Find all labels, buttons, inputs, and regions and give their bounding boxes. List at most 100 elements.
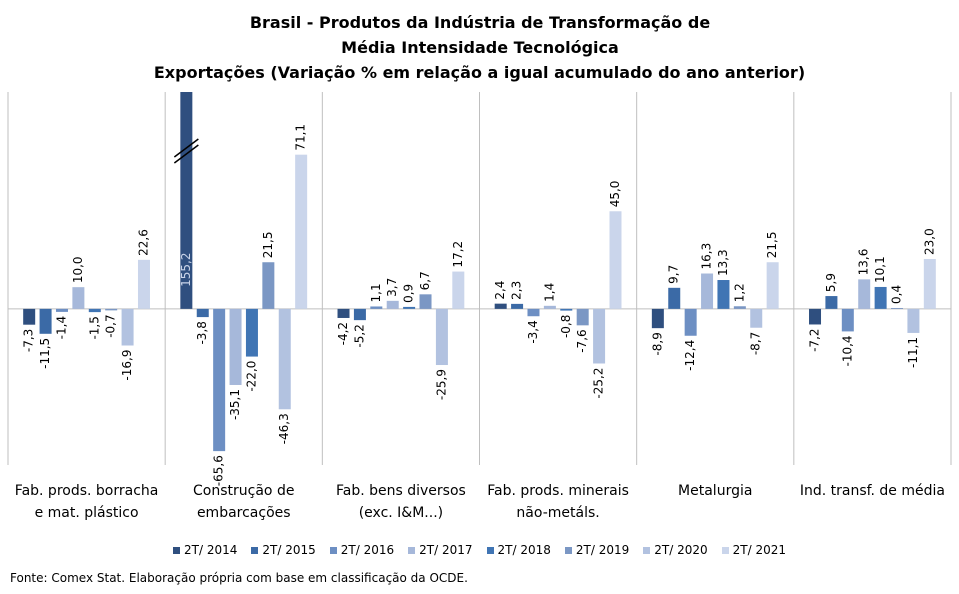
bar [923, 258, 936, 309]
data-label: 23,0 [922, 228, 936, 255]
legend-item: 2T/ 2021 [721, 543, 786, 557]
data-label: -22,0 [244, 361, 258, 392]
data-label: 71,1 [294, 124, 308, 151]
bar [593, 308, 606, 364]
data-label: -25,2 [592, 368, 606, 399]
data-label: -8,9 [650, 332, 664, 355]
data-label: 1,1 [369, 283, 383, 302]
bar [651, 308, 664, 329]
legend-swatch [251, 547, 259, 554]
data-label: 9,7 [667, 265, 681, 284]
bar [766, 262, 779, 309]
bar [511, 303, 524, 309]
bar [576, 308, 589, 326]
bar [403, 306, 416, 309]
legend-label: 2T/ 2018 [497, 543, 551, 557]
data-label: -1,5 [87, 316, 101, 339]
bar [452, 271, 465, 309]
bar [750, 308, 763, 328]
data-label: 1,2 [732, 283, 746, 302]
x-tick-label: Fab. bens diversos (exc. I&M...) [335, 483, 466, 521]
bar [825, 296, 838, 309]
legend-item: 2T/ 2015 [251, 543, 316, 557]
bar [196, 308, 209, 318]
legend-item: 2T/ 2020 [643, 543, 708, 557]
data-label: -25,9 [434, 369, 448, 400]
bar [353, 308, 366, 321]
data-label: -0,8 [559, 315, 573, 338]
bar [278, 308, 291, 410]
legend-swatch [408, 547, 416, 554]
bar [262, 262, 275, 309]
data-label: 2,3 [510, 281, 524, 300]
bar [733, 306, 746, 309]
axis-break [173, 144, 199, 164]
bar [907, 308, 920, 333]
data-label: 22,6 [136, 229, 150, 256]
x-tick-label: Construção de embarcações [193, 483, 295, 521]
data-label: -10,4 [840, 335, 854, 366]
legend-swatch [486, 547, 494, 554]
x-tick-label: Fab. prods. minerais não-metáls. [487, 483, 629, 521]
legend-label: 2T/ 2016 [340, 543, 395, 557]
data-label: 0,9 [402, 284, 416, 303]
data-label: -7,3 [22, 329, 36, 352]
bar [494, 303, 507, 309]
bar [419, 294, 432, 309]
data-label: -5,2 [352, 324, 366, 347]
bar [245, 308, 258, 357]
data-label: 3,7 [385, 278, 399, 297]
data-label: 13,6 [857, 249, 871, 276]
data-label: 45,0 [608, 181, 622, 208]
data-label: -65,6 [212, 455, 226, 486]
data-label: 6,7 [418, 271, 432, 290]
bar [105, 308, 118, 311]
bar [841, 308, 854, 332]
bar [386, 300, 399, 309]
data-label: -0,7 [104, 314, 118, 337]
legend-label: 2T/ 2017 [419, 543, 473, 557]
bar [891, 307, 904, 309]
data-label: -1,4 [54, 316, 68, 339]
data-label: 21,5 [765, 232, 779, 259]
x-tick-label: Fab. prods. borracha e mat. plástico [14, 483, 159, 521]
data-label: -7,2 [808, 328, 822, 351]
bar [72, 287, 85, 309]
x-tick-label: Metalurgia [678, 483, 753, 499]
bar [229, 308, 242, 385]
axis-break [173, 138, 199, 158]
data-label: -16,9 [120, 350, 134, 381]
bar [295, 154, 308, 309]
legend-label: 2T/ 2015 [262, 543, 316, 557]
data-label: 155,2 [179, 253, 193, 287]
bar [213, 308, 226, 452]
bar [717, 280, 730, 309]
legend-swatch [643, 547, 651, 554]
data-label: -11,5 [38, 338, 52, 369]
data-label: -8,7 [749, 332, 763, 355]
legend-label: 2T/ 2020 [654, 543, 708, 557]
bar [337, 308, 350, 318]
legend-label: 2T/ 2014 [184, 543, 238, 557]
legend-item: 2T/ 2018 [486, 543, 551, 557]
bar [88, 308, 101, 313]
data-label: 1,4 [542, 283, 556, 302]
bar [684, 308, 697, 336]
chart-title: Brasil - Produtos da Indústria de Transf… [249, 13, 711, 57]
data-label: 17,2 [451, 241, 465, 268]
bar [668, 287, 681, 309]
bar [543, 305, 556, 309]
legend-item: 2T/ 2016 [329, 543, 395, 557]
bar [527, 308, 540, 317]
data-label: -7,6 [575, 329, 589, 352]
data-label: -35,1 [228, 389, 242, 420]
bar [121, 308, 134, 346]
legend-swatch [173, 547, 180, 554]
legend-swatch [721, 547, 729, 554]
bar [435, 308, 448, 366]
bar [609, 211, 622, 309]
data-label: -46,3 [277, 413, 291, 444]
legend: 2T/ 2014 2T/ 2015 2T/ 2016 2T/ 2017 2T/ 2018… [0, 543, 959, 557]
